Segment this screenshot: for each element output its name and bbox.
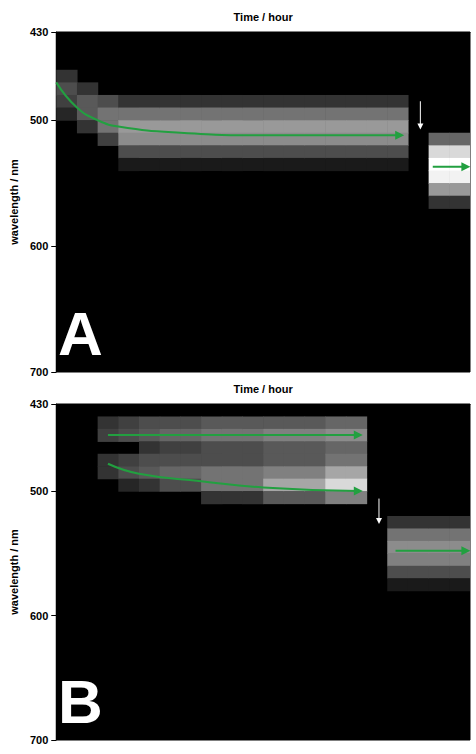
svg-text:430: 430 xyxy=(30,398,48,410)
svg-text:A: A xyxy=(58,299,103,368)
svg-text:700: 700 xyxy=(30,366,48,378)
svg-text:500: 500 xyxy=(30,485,48,497)
svg-text:Time / hour: Time / hour xyxy=(234,11,294,23)
svg-text:Time / hour: Time / hour xyxy=(234,383,294,395)
svg-text:wavelength / nm: wavelength / nm xyxy=(8,159,20,246)
svg-text:700: 700 xyxy=(30,734,48,746)
svg-text:430: 430 xyxy=(30,26,48,38)
svg-text:600: 600 xyxy=(30,610,48,622)
svg-text:wavelength / nm: wavelength / nm xyxy=(8,529,20,616)
svg-text:B: B xyxy=(58,667,103,736)
svg-text:500: 500 xyxy=(30,114,48,126)
svg-text:600: 600 xyxy=(30,240,48,252)
